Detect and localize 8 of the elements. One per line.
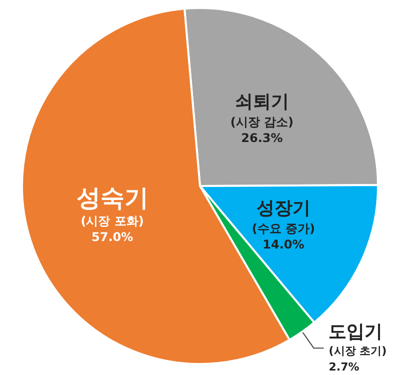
data-label: 14.0%	[262, 238, 304, 252]
data-label: 26.3%	[241, 130, 283, 145]
data-label: 57.0%	[91, 230, 134, 244]
data-label: 2.7%	[328, 360, 360, 374]
slice-label: 성숙기 (시장 포화)	[76, 184, 148, 228]
slice-label: 쇠퇴기 (시장 감소)	[230, 91, 294, 129]
slice-label: 도입기 (시장 초기)	[328, 322, 387, 358]
slice-label: 성장기 (수요 증가)	[252, 198, 316, 236]
